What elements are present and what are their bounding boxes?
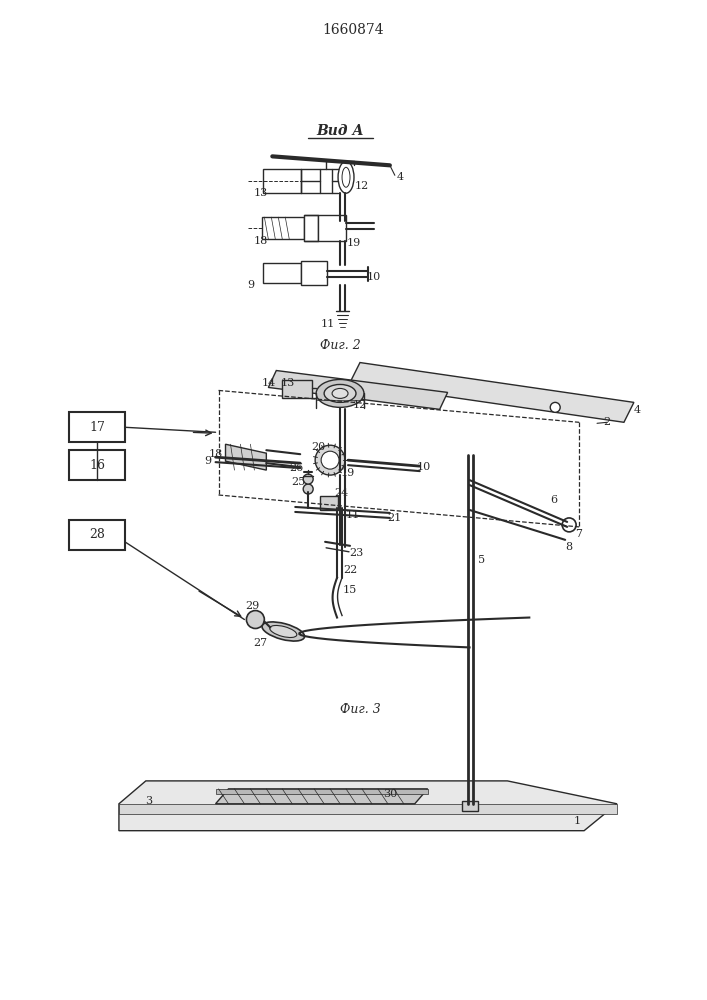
Polygon shape [216,789,428,794]
Text: 19: 19 [347,238,361,248]
Text: 13: 13 [253,188,268,198]
Text: 11: 11 [346,510,360,520]
Text: 10: 10 [416,462,431,472]
Text: 20: 20 [311,442,325,452]
Text: Фиг. 2: Фиг. 2 [320,339,361,352]
Text: 13: 13 [281,378,296,388]
Bar [69,450,125,480]
Circle shape [321,451,339,469]
Text: 22: 22 [343,565,357,575]
Text: 4: 4 [396,172,404,182]
Text: 11: 11 [321,319,335,329]
Text: 14: 14 [261,378,276,388]
Text: 25: 25 [291,477,305,487]
Circle shape [562,518,576,532]
Polygon shape [350,363,634,422]
Ellipse shape [324,384,356,402]
Text: 28: 28 [89,528,105,541]
Text: 23: 23 [349,548,363,558]
Bar [462,801,477,811]
Text: 30: 30 [382,789,397,799]
Text: 15: 15 [343,585,357,595]
Text: 3: 3 [145,796,153,806]
Text: 2: 2 [604,417,611,427]
Text: 10: 10 [367,272,381,282]
Text: 12: 12 [353,400,367,410]
Ellipse shape [262,622,305,641]
Bar [301,261,327,285]
Bar [263,169,301,193]
Text: 7: 7 [575,529,583,539]
Polygon shape [226,444,267,470]
Text: 18: 18 [209,449,223,459]
Bar [320,169,332,193]
Bar [282,380,312,398]
Text: 4: 4 [633,405,641,415]
Ellipse shape [270,625,297,637]
Ellipse shape [316,379,364,407]
Text: 18: 18 [253,236,268,246]
Circle shape [550,402,560,412]
Text: 1: 1 [573,816,580,826]
Bar [69,412,125,442]
Text: 6: 6 [551,495,558,505]
Bar [263,263,301,283]
Text: Фиг. 3: Фиг. 3 [339,703,380,716]
Text: 9: 9 [247,280,255,290]
Text: 1660874: 1660874 [322,23,384,37]
Text: 8: 8 [566,542,573,552]
Circle shape [303,474,313,484]
Text: 27: 27 [253,638,267,648]
Text: 21: 21 [387,513,402,523]
Text: 19: 19 [341,468,355,478]
Text: 16: 16 [89,459,105,472]
Text: 29: 29 [245,601,259,611]
Circle shape [303,484,313,494]
Text: 9: 9 [204,456,211,466]
Bar [320,496,338,510]
Ellipse shape [332,388,348,398]
Text: 26: 26 [289,463,303,473]
Ellipse shape [342,167,350,187]
Polygon shape [119,781,617,831]
Circle shape [315,445,345,475]
Polygon shape [269,371,448,409]
Text: 17: 17 [89,421,105,434]
Ellipse shape [338,161,354,193]
Text: 12: 12 [355,181,369,191]
Text: 24: 24 [334,488,348,498]
Polygon shape [119,804,617,814]
Bar [262,217,304,239]
Polygon shape [216,789,428,804]
Circle shape [247,611,264,628]
Bar [69,520,125,550]
Bar [304,215,318,241]
Text: Вид А: Вид А [316,124,364,138]
Bar [318,215,346,241]
Text: 5: 5 [478,555,485,565]
